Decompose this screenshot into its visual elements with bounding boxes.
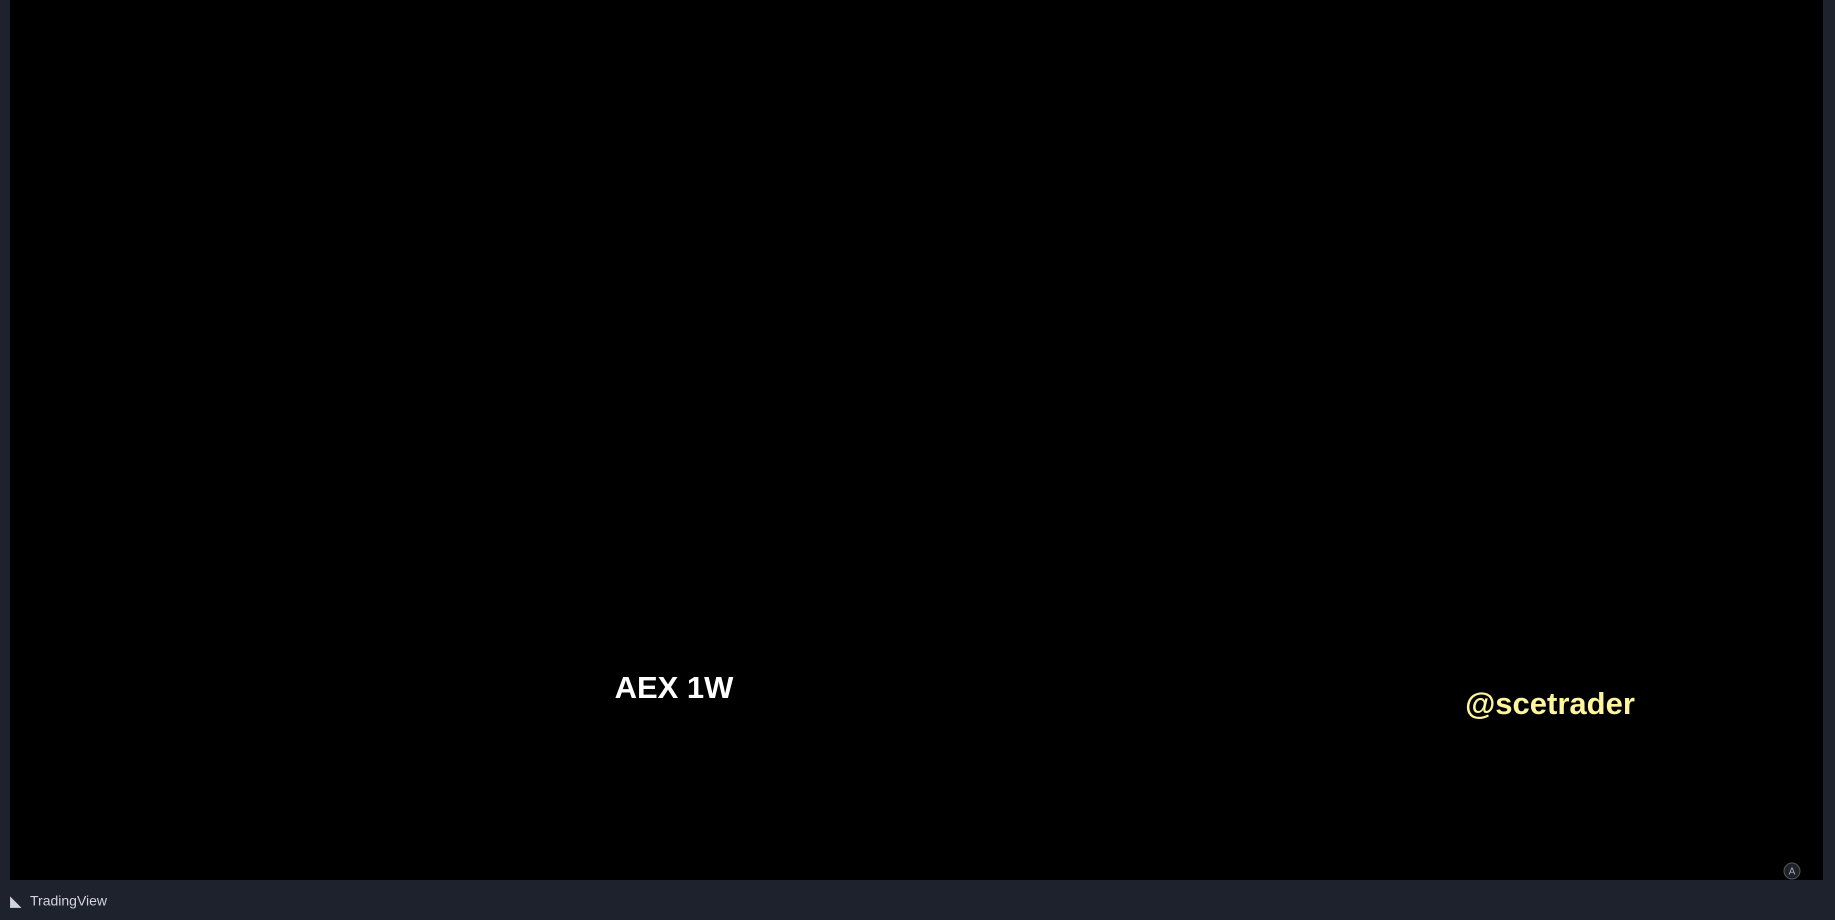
brand-logo[interactable]: ◣ [10, 893, 22, 910]
scale-button[interactable] [1783, 862, 1801, 880]
plot-background [10, 0, 1823, 880]
scale-button-label[interactable]: A [1789, 867, 1796, 878]
watermark: @scetrader [1465, 686, 1635, 721]
annotation: AEX 1W [615, 670, 735, 705]
brand[interactable]: TradingView [30, 893, 108, 909]
